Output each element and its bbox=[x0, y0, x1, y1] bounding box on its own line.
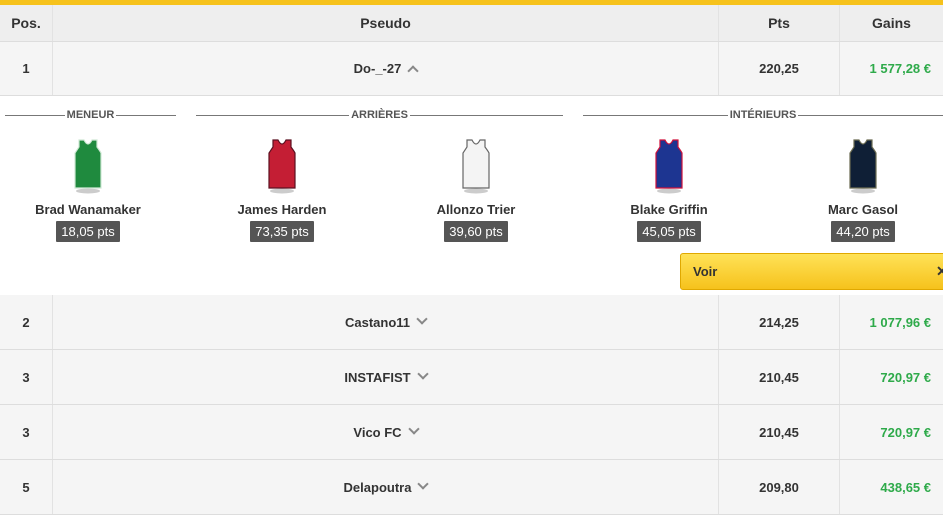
header-pts[interactable]: Pts bbox=[719, 5, 840, 41]
row-pos: 3 bbox=[0, 405, 53, 459]
pseudo-label: INSTAFIST bbox=[344, 369, 411, 385]
table-row[interactable]: 1 Do-_-27 220,25 1 577,28 € bbox=[0, 42, 943, 96]
player-name: Marc Gasol bbox=[827, 202, 899, 217]
row-gains: 1 077,96 € bbox=[869, 314, 931, 330]
row-pseudo[interactable]: INSTAFIST bbox=[53, 350, 719, 404]
pseudo-label: Delapoutra bbox=[343, 479, 412, 495]
chevron-down-icon[interactable] bbox=[416, 368, 429, 380]
player-points: 18,05 pts bbox=[56, 221, 120, 242]
pseudo-label: Castano11 bbox=[344, 314, 411, 330]
table-row[interactable]: 3 Vico FC 210,45 720,97 € bbox=[0, 405, 943, 460]
header-pos[interactable]: Pos. bbox=[0, 5, 53, 41]
row-pts: 214,25 bbox=[719, 295, 840, 349]
row-pos: 2 bbox=[0, 295, 53, 349]
table-row[interactable]: 3 INSTAFIST 210,45 720,97 € bbox=[0, 350, 943, 405]
chevron-down-icon[interactable] bbox=[416, 313, 428, 325]
chevron-down-icon[interactable] bbox=[417, 478, 430, 490]
row-gains: 720,97 € bbox=[880, 424, 931, 440]
row-pos: 1 bbox=[0, 42, 53, 95]
player-points: 45,05 pts bbox=[637, 221, 701, 242]
row-pts: 220,25 bbox=[719, 42, 840, 95]
row-pos: 5 bbox=[0, 460, 53, 514]
row-pseudo[interactable]: Castano11 bbox=[53, 295, 719, 349]
pseudo-label: Do-_-27 bbox=[353, 61, 402, 76]
row-pos: 3 bbox=[0, 350, 53, 404]
lineup-panel: MENEUR ARRIÈRES INTÉRIEURS Brad Wanamake… bbox=[0, 96, 943, 295]
section-arrieres: ARRIÈRES bbox=[196, 108, 563, 122]
player-card[interactable]: James Harden 73,35 pts bbox=[217, 138, 347, 242]
player-card[interactable]: Allonzo Trier 39,60 pts bbox=[411, 138, 541, 242]
row-pseudo[interactable]: Delapoutra bbox=[53, 460, 719, 514]
top-accent-bar bbox=[0, 0, 943, 5]
player-name: Brad Wanamaker bbox=[35, 202, 141, 217]
jersey-icon bbox=[73, 138, 103, 194]
player-card[interactable]: Blake Griffin 45,05 pts bbox=[604, 138, 734, 242]
row-gains: 720,97 € bbox=[880, 369, 931, 385]
player-name: James Harden bbox=[237, 202, 327, 217]
player-card[interactable]: Brad Wanamaker 18,05 pts bbox=[23, 138, 153, 242]
close-icon[interactable]: ✕ bbox=[936, 263, 943, 279]
player-name: Blake Griffin bbox=[630, 202, 708, 217]
chevron-down-icon[interactable] bbox=[407, 423, 420, 435]
section-interieurs: INTÉRIEURS bbox=[583, 108, 943, 122]
jersey-icon bbox=[848, 138, 878, 194]
header-pseudo[interactable]: Pseudo bbox=[53, 5, 719, 41]
row-gains: 1 577,28 € bbox=[869, 61, 931, 76]
chevron-up-icon[interactable] bbox=[407, 64, 420, 77]
row-gains: 438,65 € bbox=[880, 479, 931, 495]
jersey-icon bbox=[654, 138, 684, 194]
table-row[interactable]: 5 Delapoutra 209,80 438,65 € bbox=[0, 460, 943, 515]
row-pts: 209,80 bbox=[719, 460, 840, 514]
row-pseudo[interactable]: Vico FC bbox=[53, 405, 719, 459]
voir-button[interactable]: Voir ✕ bbox=[680, 253, 943, 290]
table-header: Pos. Pseudo Pts Gains bbox=[0, 5, 943, 42]
player-card[interactable]: Marc Gasol 44,20 pts bbox=[798, 138, 928, 242]
pseudo-label: Vico FC bbox=[353, 424, 402, 440]
player-points: 73,35 pts bbox=[250, 221, 314, 242]
table-row[interactable]: 2 Castano11 214,25 1 077,96 € bbox=[0, 295, 943, 350]
header-gains[interactable]: Gains bbox=[872, 15, 911, 31]
player-name: Allonzo Trier bbox=[436, 202, 516, 217]
player-points: 39,60 pts bbox=[444, 221, 508, 242]
jersey-icon bbox=[267, 138, 297, 194]
row-pts: 210,45 bbox=[719, 405, 840, 459]
jersey-icon bbox=[461, 138, 491, 194]
row-pts: 210,45 bbox=[719, 350, 840, 404]
player-points: 44,20 pts bbox=[831, 221, 895, 242]
section-meneur: MENEUR bbox=[5, 108, 177, 122]
row-pseudo[interactable]: Do-_-27 bbox=[53, 42, 719, 95]
